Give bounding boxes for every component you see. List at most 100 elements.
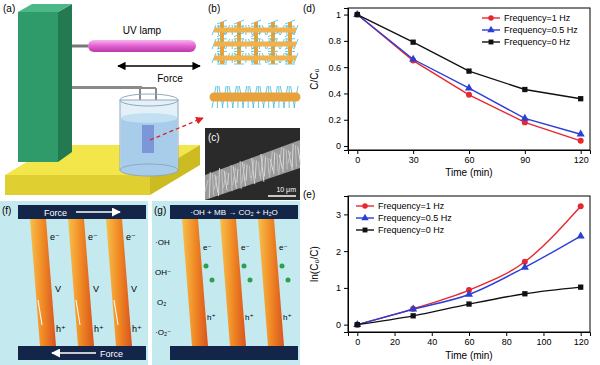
y-axis: 0123 bbox=[336, 197, 349, 333]
tick-label: 1 bbox=[336, 10, 341, 20]
scale-bar-label: 10 μm bbox=[276, 186, 296, 194]
legend-marker bbox=[489, 40, 494, 45]
legend-marker bbox=[487, 26, 494, 32]
tick-mark bbox=[469, 332, 470, 336]
sem-texture bbox=[242, 163, 245, 183]
electron-label: e⁻ bbox=[241, 243, 250, 252]
fiber bbox=[214, 28, 296, 33]
legend-entry: Frequency=0.5 Hz bbox=[378, 213, 452, 223]
reaction-label: ·OH + MB → CO₂ + H₂O bbox=[190, 208, 278, 217]
panel-label: (b) bbox=[208, 3, 220, 14]
sem-texture bbox=[214, 176, 217, 190]
y-axis: 00.20.40.60.81 bbox=[328, 9, 348, 152]
tick-mark bbox=[344, 146, 348, 147]
charge-arrow bbox=[38, 300, 42, 325]
panel-label: (d) bbox=[303, 3, 315, 14]
scale-bar bbox=[268, 195, 296, 197]
radical bbox=[242, 264, 247, 269]
charge-arrow bbox=[114, 300, 118, 325]
y-tick: 0 bbox=[336, 141, 348, 151]
series-line bbox=[357, 15, 580, 99]
sem-texture bbox=[260, 155, 263, 179]
sem-fiber bbox=[205, 140, 300, 200]
radical bbox=[248, 278, 253, 283]
y-tick: 2 bbox=[336, 247, 348, 257]
series-line bbox=[357, 15, 580, 135]
wire bbox=[220, 219, 246, 346]
fiber bbox=[214, 42, 296, 47]
legend: Frequency=1 Hz Frequency=0.5 Hz Frequency=… bbox=[356, 201, 452, 235]
x-tick: 60 bbox=[464, 150, 474, 165]
tick-label: 120 bbox=[574, 155, 589, 165]
tick-label: 60 bbox=[464, 155, 474, 165]
tick-mark bbox=[344, 214, 348, 215]
y-axis-line bbox=[344, 197, 349, 333]
x-axis-title: Time (min) bbox=[445, 167, 492, 178]
plate-bottom bbox=[170, 346, 298, 360]
data-point bbox=[409, 305, 417, 312]
tick-mark bbox=[344, 67, 348, 68]
tick-label: 0.4 bbox=[328, 89, 341, 99]
data-point bbox=[577, 130, 585, 137]
wire bbox=[182, 219, 208, 346]
liquid bbox=[121, 118, 177, 170]
pointer bbox=[150, 118, 203, 140]
figure: UV lampForce(a)(b)10 μm(c)ForceForcee⁻Vh… bbox=[0, 0, 600, 365]
tick-mark bbox=[469, 150, 470, 154]
data-point bbox=[466, 301, 471, 306]
panel-g: ·OH + MB → CO₂ + H₂O·OHOH⁻O₂·O₂⁻e⁻h⁺e⁻h⁺… bbox=[152, 201, 300, 365]
sem-texture bbox=[233, 166, 236, 188]
radical bbox=[286, 278, 291, 283]
panel-label: (e) bbox=[303, 189, 315, 200]
panel-label: (c) bbox=[208, 132, 220, 143]
electron-label: e⁻ bbox=[203, 243, 212, 252]
sem-texture bbox=[231, 165, 232, 191]
beaker-bottom bbox=[120, 164, 178, 176]
y-tick: 1 bbox=[336, 10, 348, 20]
electron-label: e⁻ bbox=[88, 232, 98, 242]
liquid-top bbox=[121, 113, 177, 123]
tick-label: 90 bbox=[520, 155, 530, 165]
legend-entry: Frequency=1 Hz bbox=[378, 201, 445, 211]
tower-side bbox=[58, 4, 72, 162]
legend-marker bbox=[488, 15, 494, 21]
superoxide-label: ·O₂⁻ bbox=[155, 328, 171, 337]
hole-label: h⁺ bbox=[207, 313, 216, 322]
sem-texture bbox=[233, 168, 236, 186]
sem-texture bbox=[255, 161, 257, 179]
y-tick: 0.4 bbox=[328, 89, 348, 99]
vacancy-label: V bbox=[55, 284, 61, 294]
x-axis-line bbox=[349, 333, 591, 337]
data-point bbox=[577, 231, 585, 238]
hole-label: h⁺ bbox=[245, 313, 254, 322]
sem-texture bbox=[289, 151, 292, 167]
sem-texture bbox=[228, 173, 229, 185]
sem-texture bbox=[252, 158, 255, 184]
tick-mark bbox=[432, 332, 433, 336]
data-point bbox=[522, 87, 527, 92]
data-point bbox=[409, 55, 417, 62]
rod-link bbox=[140, 87, 156, 89]
sem-texture bbox=[292, 144, 293, 170]
data-point bbox=[465, 290, 473, 297]
legend-entry: Frequency=0 Hz bbox=[378, 225, 445, 235]
tick-mark bbox=[581, 332, 582, 336]
tick-label: 0.2 bbox=[328, 115, 341, 125]
legend-marker bbox=[361, 214, 368, 220]
electron-label: e⁻ bbox=[279, 243, 288, 252]
force-arrow bbox=[52, 352, 96, 354]
force-arrow bbox=[118, 65, 200, 66]
plate-bottom bbox=[18, 346, 146, 360]
tick-mark bbox=[543, 332, 544, 336]
sem-texture bbox=[240, 161, 241, 189]
radical bbox=[204, 264, 209, 269]
data-point bbox=[466, 68, 471, 73]
x-tick: 90 bbox=[520, 150, 530, 165]
panel-b: (b) bbox=[205, 0, 300, 126]
tick-mark bbox=[357, 332, 358, 336]
sem-texture bbox=[277, 154, 278, 172]
y-tick: 0.2 bbox=[328, 115, 348, 125]
legend-entry: Frequency=0.5 Hz bbox=[504, 25, 578, 35]
sem-texture bbox=[298, 146, 301, 164]
data-point bbox=[354, 12, 360, 18]
